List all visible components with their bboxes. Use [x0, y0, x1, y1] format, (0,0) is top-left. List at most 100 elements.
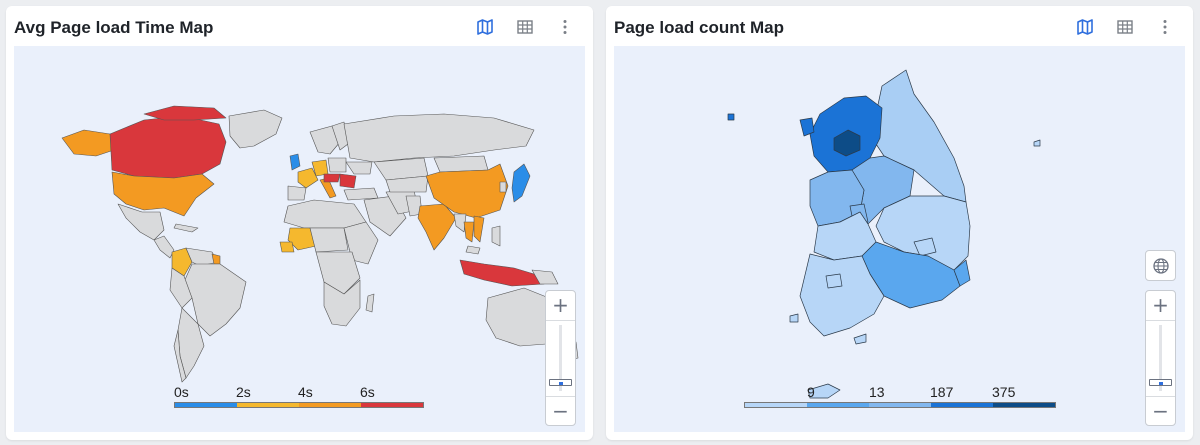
more-options-icon[interactable] [554, 16, 576, 38]
korea [499, 181, 507, 193]
west-africa [309, 227, 349, 253]
legend-label-2: 187 [930, 384, 954, 400]
globe-icon [1152, 257, 1169, 274]
arctic-islands [143, 105, 227, 121]
canada [109, 115, 227, 179]
legend-label-1: 2s [236, 384, 251, 400]
zoom-slider-thumb[interactable] [1149, 379, 1172, 386]
zoom-in-button[interactable]: + [1152, 293, 1169, 317]
france [297, 167, 319, 189]
scandinavia [309, 125, 341, 155]
islands-south [853, 333, 867, 345]
gwangju [825, 273, 843, 289]
peru [169, 267, 193, 309]
zoom-slider-track[interactable] [559, 325, 562, 391]
card-title: Avg Page load Time Map [14, 18, 214, 37]
map-view-icon[interactable] [474, 16, 496, 38]
legend-swatch [237, 403, 299, 407]
legend-swatch [299, 403, 361, 407]
central-america [153, 235, 175, 259]
incheon [799, 117, 815, 137]
greenland [228, 109, 283, 149]
table-view-icon[interactable] [514, 16, 536, 38]
korea-map[interactable]: 9 13 187 375 + − [614, 46, 1185, 432]
india [417, 203, 457, 251]
legend-label-2: 4s [298, 384, 313, 400]
southern-africa [323, 279, 361, 327]
zoom-slider-track[interactable] [1159, 325, 1162, 391]
legend-label-1: 13 [869, 384, 885, 400]
thailand [463, 221, 475, 243]
russia [343, 113, 535, 163]
china [425, 163, 509, 219]
daegu [913, 237, 937, 257]
table-view-icon[interactable] [1114, 16, 1136, 38]
map-view-icon[interactable] [1074, 16, 1096, 38]
jeju [807, 383, 841, 399]
legend-label-3: 375 [992, 384, 1016, 400]
turkey [343, 187, 379, 201]
legend-swatch [361, 403, 423, 407]
world-map[interactable]: 0s 2s 4s 6s + − [14, 46, 585, 432]
colombia [171, 247, 193, 277]
mali [287, 227, 317, 251]
korea-map-canvas [727, 69, 1041, 399]
mexico [117, 203, 165, 241]
avg-page-load-time-card: Avg Page load Time Map [6, 6, 593, 440]
zoom-control: + − [1145, 290, 1176, 426]
indonesia [459, 259, 545, 287]
legend-swatch [745, 403, 807, 407]
cuba [173, 223, 199, 233]
austria [323, 173, 341, 183]
legend-swatch [931, 403, 993, 407]
zoom-out-button[interactable]: − [552, 399, 569, 423]
usa [111, 171, 215, 217]
card-header: Page load count Map [606, 6, 1193, 46]
spain [287, 185, 307, 201]
busan [953, 259, 971, 287]
zoom-out-button[interactable]: − [1152, 399, 1169, 423]
zoom-divider [1146, 396, 1175, 397]
mongolia [433, 155, 489, 173]
islands-sw [789, 313, 799, 323]
zoom-in-button[interactable]: + [552, 293, 569, 317]
uk [289, 153, 301, 171]
zoom-control: + − [545, 290, 576, 426]
jeonnam [799, 253, 885, 337]
legend-color-scale [744, 402, 1056, 408]
north-africa [283, 199, 367, 229]
poland [327, 157, 347, 173]
zoom-divider [546, 320, 575, 321]
central-asia [385, 175, 429, 193]
legend-label-3: 6s [360, 384, 375, 400]
islands-west [727, 113, 735, 121]
legend-swatch [175, 403, 237, 407]
legend-swatch [807, 403, 869, 407]
zoom-divider [1146, 320, 1175, 321]
card-header: Avg Page load Time Map [6, 6, 593, 46]
page-load-count-card: Page load count Map [606, 6, 1193, 440]
papua [531, 269, 559, 285]
legend-color-scale [174, 402, 424, 408]
romania [339, 173, 357, 189]
legend-label-0: 9 [807, 384, 815, 400]
japan [511, 163, 531, 203]
alaska [61, 129, 115, 157]
ukraine [345, 161, 373, 175]
globe-button[interactable] [1145, 250, 1176, 281]
malaysia [465, 245, 481, 255]
zoom-slider-thumb[interactable] [549, 379, 572, 386]
philippines [491, 225, 501, 247]
legend-swatch [993, 403, 1055, 407]
more-options-icon[interactable] [1154, 16, 1176, 38]
chile [173, 329, 187, 383]
ivory-coast [279, 241, 295, 253]
card-title: Page load count Map [614, 18, 785, 37]
madagascar [365, 293, 375, 313]
ulleung [1033, 139, 1041, 147]
legend-swatch [869, 403, 931, 407]
seoul [833, 129, 861, 157]
zoom-divider [546, 396, 575, 397]
vietnam [473, 215, 485, 243]
myanmar [453, 213, 467, 233]
